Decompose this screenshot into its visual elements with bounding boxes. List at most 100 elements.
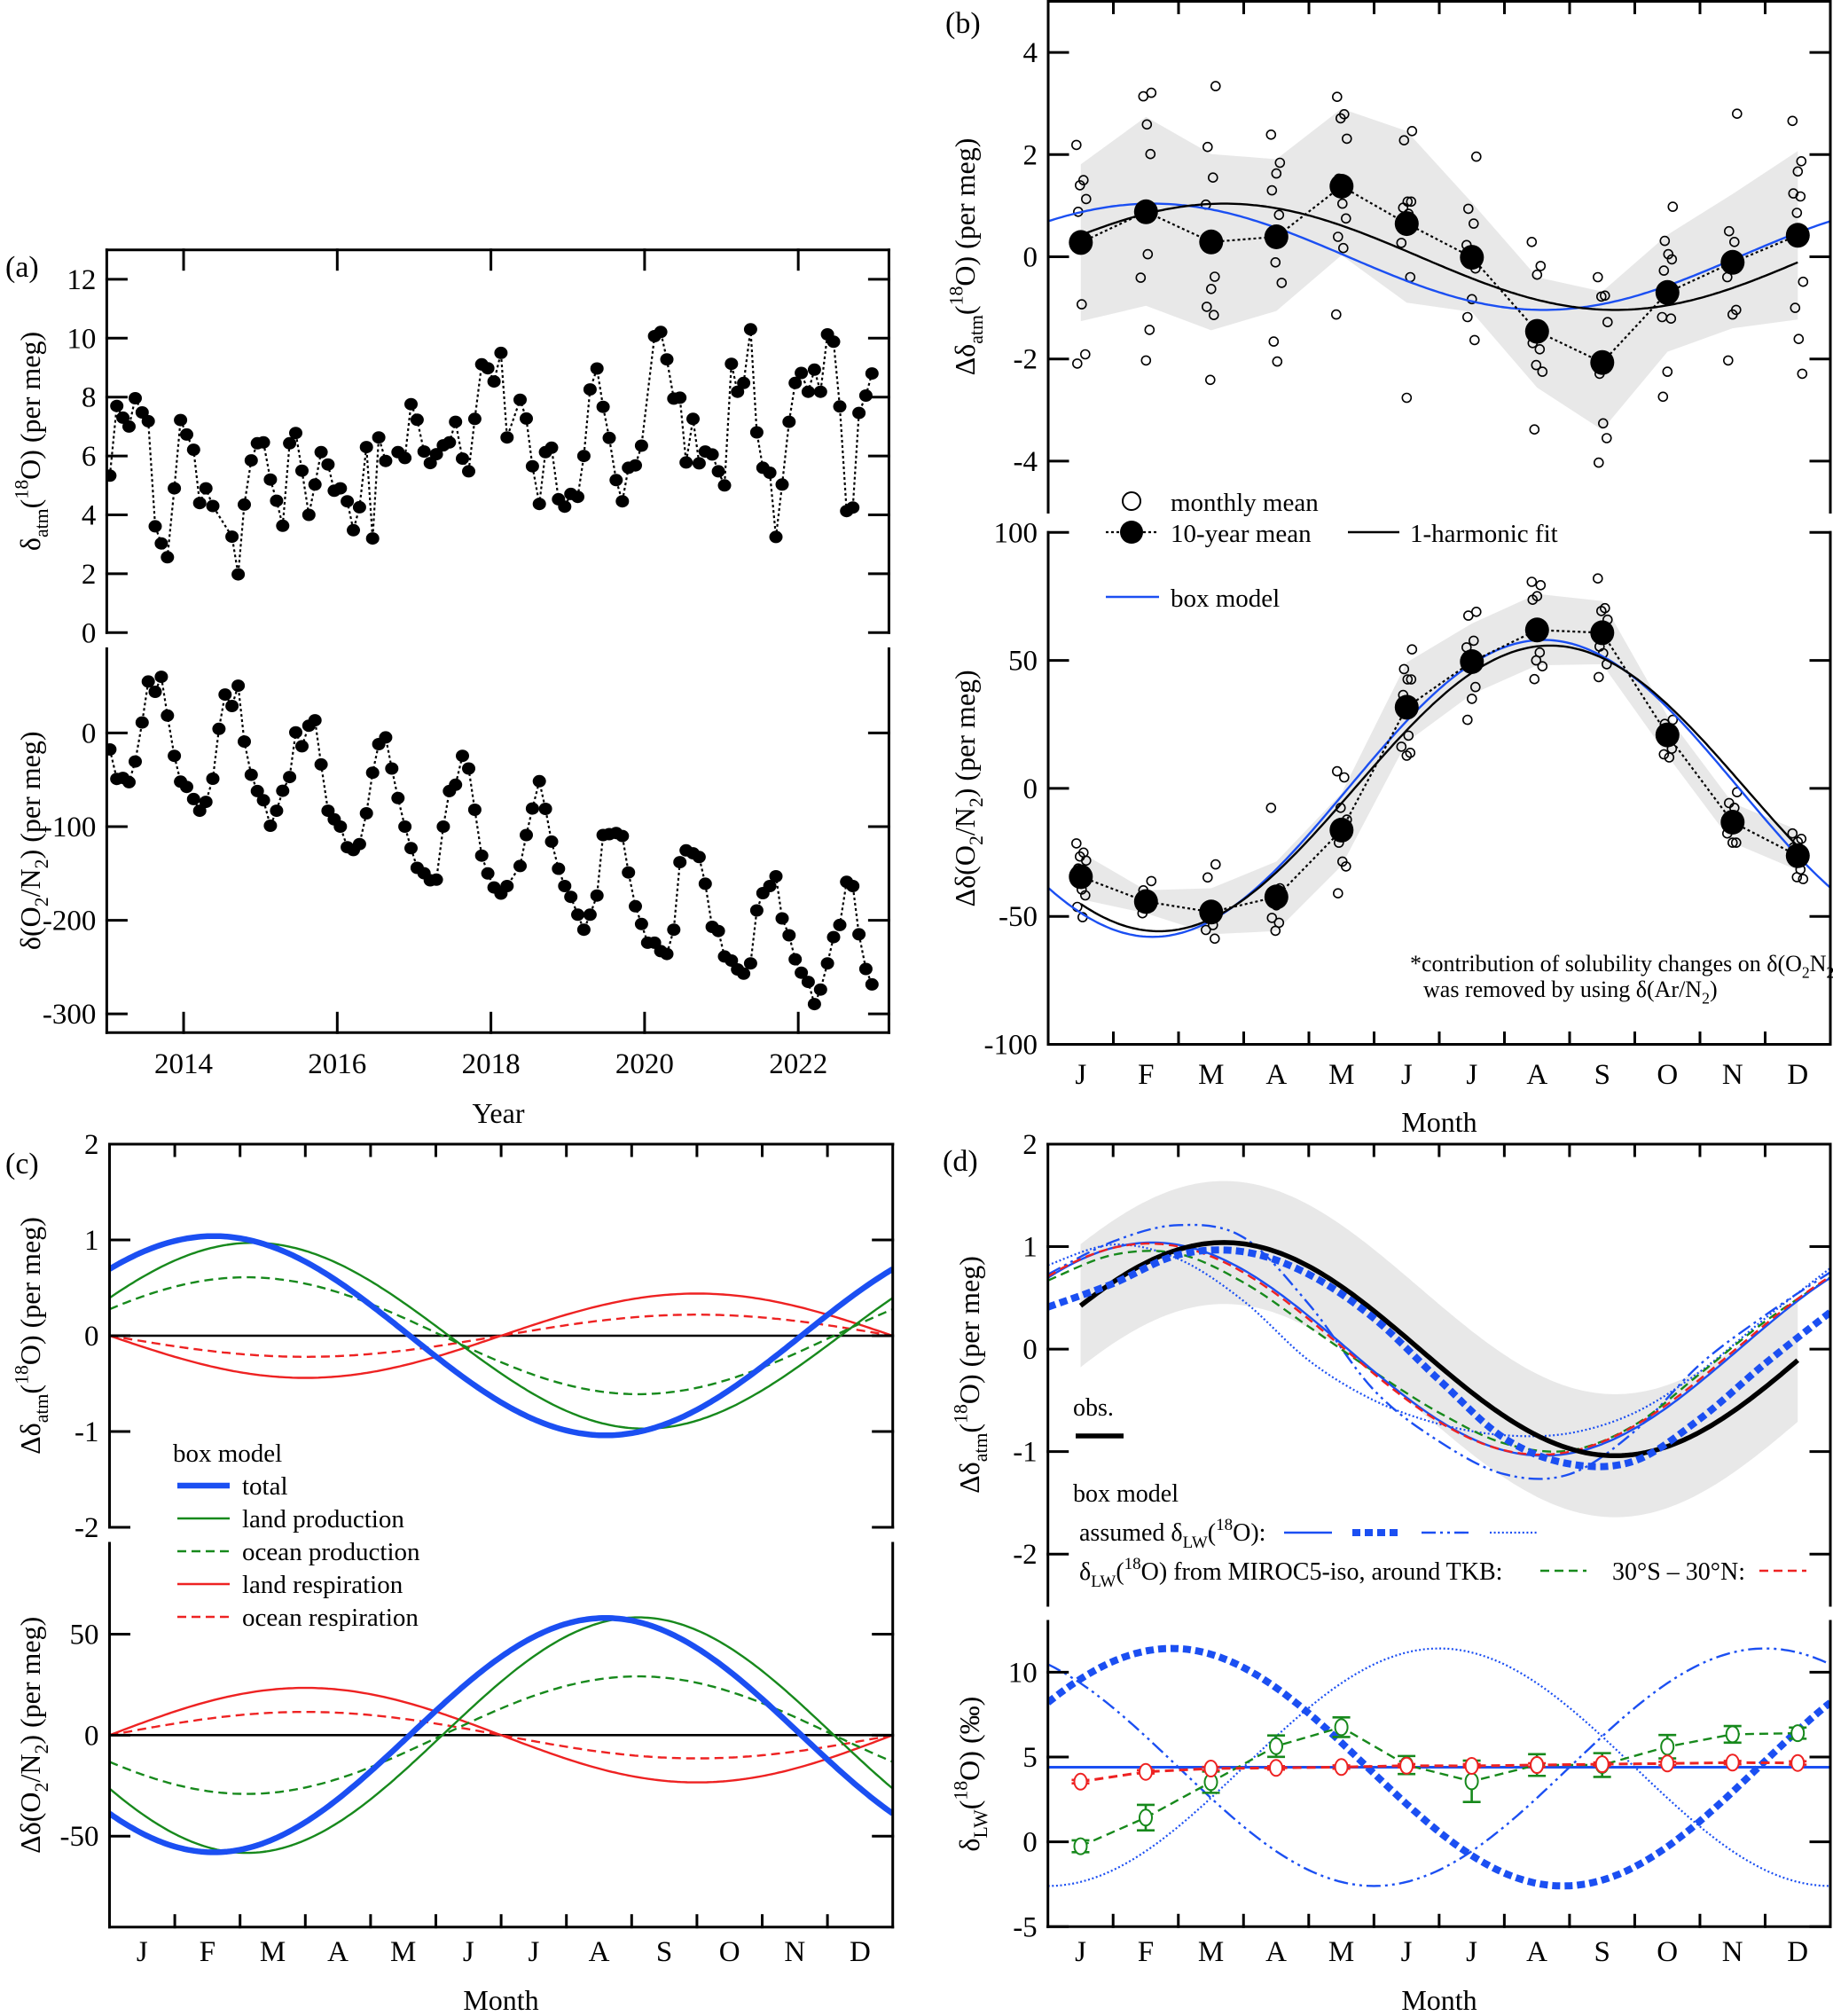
- data-point: [289, 427, 302, 440]
- y-tick-label: 10: [67, 323, 96, 355]
- monthly-mean-marker: [1202, 141, 1213, 153]
- ten-year-mean-marker: [1460, 245, 1484, 271]
- data-point: [1073, 1772, 1088, 1791]
- plot-area: [1047, 1181, 1830, 1518]
- series-curve: [109, 1242, 893, 1430]
- y-tick-label: 50: [70, 1620, 99, 1651]
- y-axis-title-part: Δδ: [953, 1462, 985, 1494]
- monthly-mean-marker: [1274, 157, 1286, 169]
- series-curve: [1048, 639, 1830, 938]
- monthly-mean-marker: [1791, 872, 1803, 882]
- monthly-mean-marker: [1398, 135, 1410, 145]
- y-tick-label: 10: [1008, 1657, 1038, 1689]
- legend-label: 10-year mean: [1171, 520, 1312, 548]
- y-axis-title-part: ) (per meg): [14, 1617, 46, 1745]
- plot-area: [1048, 573, 1830, 945]
- monthly-mean-marker: [1792, 166, 1804, 177]
- data-point: [308, 478, 322, 491]
- data-point: [795, 366, 809, 380]
- data-point: [1334, 1758, 1349, 1777]
- data-point: [372, 431, 386, 444]
- series-curve: [109, 1711, 893, 1760]
- x-tick-label: M: [1198, 1936, 1224, 1968]
- data-point: [449, 415, 463, 428]
- legend-label-part: (: [1116, 1558, 1124, 1586]
- data-point: [161, 551, 175, 564]
- ten-year-mean-marker: [1524, 318, 1549, 344]
- ten-year-mean-marker: [1264, 884, 1289, 910]
- y-tick-label: -50: [999, 901, 1038, 933]
- data-point: [283, 436, 297, 450]
- subplot-lower: -5 0 5 10 δLW(18O) (‰): [951, 1620, 1832, 1943]
- data-point: [429, 873, 443, 886]
- y-tick-label: 0: [1023, 773, 1038, 805]
- annotation-line-part: ): [1710, 977, 1718, 1002]
- data-point: [788, 953, 803, 966]
- data-point: [520, 412, 533, 425]
- data-point: [749, 426, 764, 439]
- panel-label: (a): [5, 251, 39, 284]
- y-axis-title: Δδ(O2/N2) (per meg): [949, 670, 987, 906]
- monthly-mean-marker: [1732, 108, 1743, 119]
- x-tick-label: F: [1138, 1059, 1154, 1091]
- data-point: [852, 928, 866, 941]
- y-tick-label: 0: [82, 617, 97, 649]
- data-point: [352, 500, 366, 514]
- ten-year-mean-marker: [1069, 230, 1093, 255]
- data-point: [154, 671, 168, 684]
- legend-label: δLW(18O) from MIROC5-iso, around TKB:: [1079, 1555, 1502, 1591]
- annotation-line-part: 2: [1802, 963, 1810, 981]
- legend-label-part: O):: [1233, 1519, 1265, 1547]
- y-tick-label: -2: [1013, 1539, 1038, 1571]
- data-point: [673, 856, 687, 869]
- annotation-line-part: 2: [1702, 989, 1710, 1007]
- y-axis-title-part: Δδ: [14, 1423, 46, 1455]
- y-axis-title-part: atm: [31, 1394, 52, 1424]
- monthly-mean-marker: [1202, 302, 1212, 312]
- monthly-mean-marker: [1403, 730, 1414, 741]
- data-point: [1464, 1772, 1479, 1791]
- data-point: [333, 482, 348, 495]
- data-point: [314, 757, 328, 771]
- data-point: [148, 520, 162, 533]
- legend-label: 1-harmonic fit: [1410, 520, 1558, 548]
- monthly-mean-marker: [1406, 674, 1417, 685]
- y-tick-label: 0: [82, 718, 97, 749]
- data-point: [763, 467, 777, 479]
- monthly-mean-marker: [1798, 276, 1809, 287]
- data-point: [180, 781, 193, 794]
- monthly-mean-marker: [1271, 168, 1282, 179]
- legend-obs-label: obs.: [1073, 1394, 1114, 1422]
- data-point: [129, 755, 142, 768]
- series-curve: [1047, 1246, 1830, 1471]
- data-point: [673, 391, 687, 404]
- monthly-mean-marker: [1339, 772, 1350, 783]
- data-point: [686, 412, 700, 426]
- data-point: [106, 469, 117, 482]
- y-tick-label: -300: [43, 999, 97, 1031]
- data-point: [1399, 1756, 1414, 1775]
- panel-label: (b): [945, 7, 981, 40]
- monthly-mean-marker: [1662, 366, 1673, 377]
- monthly-mean-marker: [1657, 391, 1669, 403]
- monthly-mean-marker: [1731, 837, 1742, 848]
- monthly-mean-marker: [1793, 333, 1805, 345]
- data-point: [775, 478, 789, 491]
- monthly-mean-marker: [1140, 355, 1152, 366]
- plot-area: [109, 1233, 893, 1439]
- legend: box model total land production ocean produ…: [173, 1439, 420, 1632]
- data-point: [769, 530, 783, 544]
- ten-year-mean-marker: [1590, 349, 1615, 375]
- series-curve: [109, 1675, 893, 1795]
- data-point: [795, 966, 809, 979]
- monthly-mean-marker: [1535, 579, 1547, 591]
- y-tick-label: -2: [1014, 344, 1038, 376]
- plot-area: [1047, 1644, 1830, 1890]
- monthly-mean-marker: [1665, 313, 1677, 325]
- x-tick-label: J: [528, 1936, 539, 1968]
- monthly-mean-marker: [1664, 752, 1675, 763]
- x-tick-label: O: [719, 1936, 740, 1968]
- data-point: [398, 451, 412, 465]
